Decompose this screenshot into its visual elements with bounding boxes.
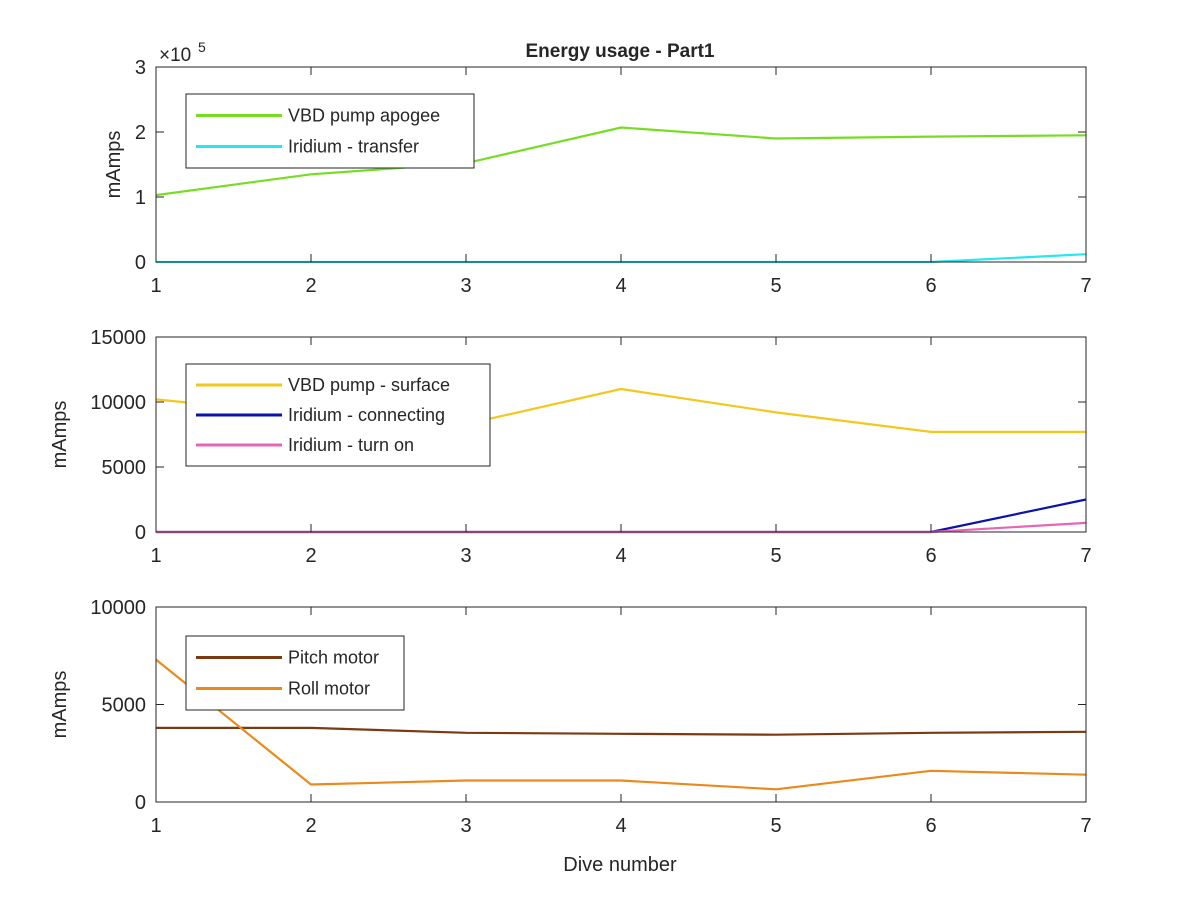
x-tick-label: 6 <box>925 815 936 837</box>
legend-box <box>185 93 475 169</box>
x-tick-label: 1 <box>150 275 161 297</box>
x-tick-label: 7 <box>1080 815 1091 837</box>
x-tick-label: 5 <box>770 275 781 297</box>
y-exponent-power: 5 <box>198 39 206 55</box>
legend-entry: Pitch motor <box>288 648 379 668</box>
x-tick-label: 6 <box>925 275 936 297</box>
series-line-1-1 <box>155 126 1087 197</box>
x-tick-label: 4 <box>615 545 626 567</box>
y-tick-label: 2 <box>135 122 146 144</box>
y-tick-label: 0 <box>135 522 146 544</box>
x-tick-label: 7 <box>1080 545 1091 567</box>
legend-entry: VBD pump - surface <box>288 375 450 395</box>
x-tick-label: 3 <box>460 815 471 837</box>
y-tick-label: 5000 <box>102 457 147 479</box>
legend-entry: VBD pump apogee <box>288 106 440 126</box>
axes-2: 1 2 3 4 5 6 7 0 5000 10000 15000 mAmps VBD pump - su… <box>49 327 1092 567</box>
y-axis-label: mAmps <box>49 401 71 469</box>
x-tick-label: 1 <box>150 815 161 837</box>
legend-box <box>185 363 491 467</box>
x-tick-label: 5 <box>770 545 781 567</box>
legend-box <box>185 635 405 711</box>
y-axis-label: mAmps <box>49 671 71 739</box>
x-tick-label: 3 <box>460 275 471 297</box>
legend-entry: Iridium - transfer <box>288 137 419 157</box>
legend-entry: Iridium - connecting <box>288 405 445 425</box>
y-tick-label: 0 <box>135 252 146 274</box>
y-tick-label: 3 <box>135 57 146 79</box>
legend-entry: Roll motor <box>288 679 370 699</box>
x-tick-label: 3 <box>460 545 471 567</box>
x-tick-label: 2 <box>305 275 316 297</box>
x-tick-label: 5 <box>770 815 781 837</box>
y-tick-label: 5000 <box>102 695 147 717</box>
y-tick-label: 10000 <box>90 392 146 414</box>
x-tick-label: 4 <box>615 815 626 837</box>
y-tick-label: 15000 <box>90 327 146 349</box>
y-tick-label: 0 <box>135 792 146 814</box>
figure-title: Energy usage - Part1 <box>525 41 714 62</box>
series-line-3-2 <box>155 658 1087 791</box>
x-tick-label: 6 <box>925 545 936 567</box>
y-exponent-label: ×10 <box>159 45 191 66</box>
series-line-3-1 <box>156 726 1087 736</box>
x-tick-label: 2 <box>305 545 316 567</box>
axes-3: 1 2 3 4 5 6 7 0 5000 10000 mAmps Pitch motor Roll mo… <box>49 597 1092 837</box>
figure-xlabel: Dive number <box>563 854 677 876</box>
x-tick-label: 4 <box>615 275 626 297</box>
y-axis-label: mAmps <box>103 131 125 199</box>
y-tick-label: 10000 <box>90 597 146 619</box>
y-tick-label: 1 <box>135 187 146 209</box>
x-tick-label: 7 <box>1080 275 1091 297</box>
legend-entry: Iridium - turn on <box>288 435 414 455</box>
x-tick-label: 1 <box>150 545 161 567</box>
x-tick-label: 2 <box>305 815 316 837</box>
